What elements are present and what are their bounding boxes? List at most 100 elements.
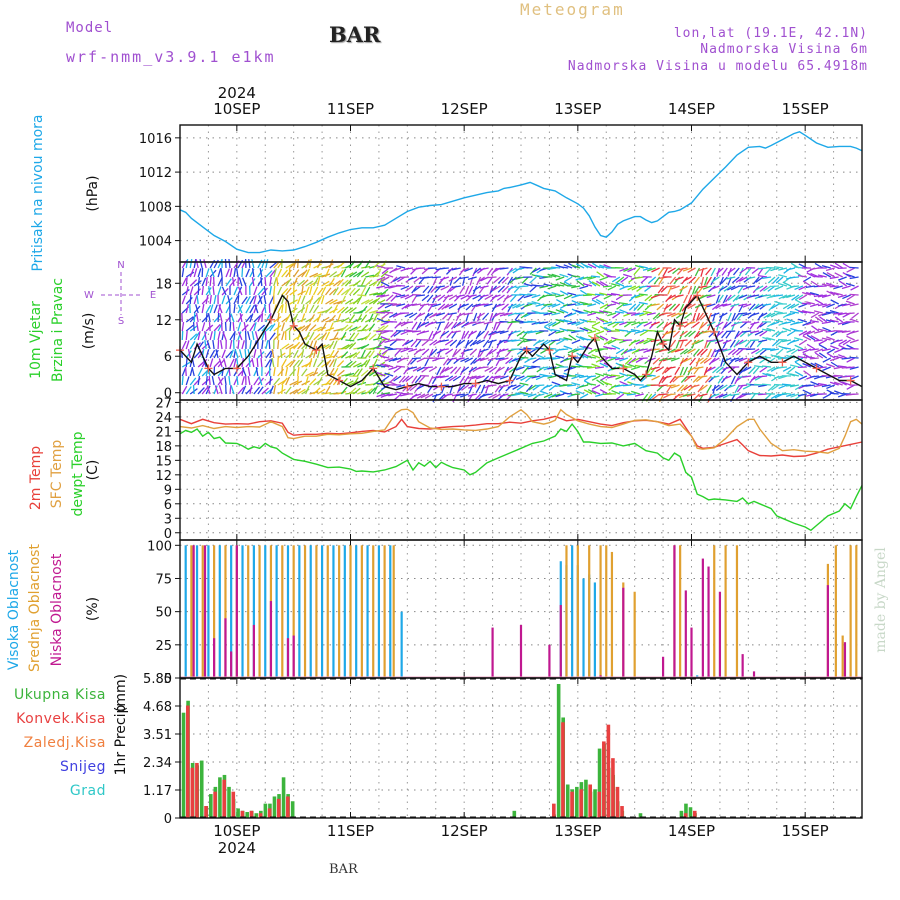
wind-arrow	[689, 294, 696, 303]
bar-clouds-2	[701, 558, 704, 678]
wind-arrow	[798, 339, 808, 346]
wind-arrow	[575, 321, 585, 326]
bar-precip-1	[267, 808, 272, 818]
wind-arrow	[377, 339, 386, 347]
wind-arrow	[712, 366, 720, 374]
wind-arrow	[217, 331, 221, 341]
wind-arrow	[762, 276, 772, 280]
wind-arrow	[591, 321, 601, 327]
wind-arrow	[523, 283, 533, 287]
wind-arrow	[205, 349, 210, 359]
wind-arrow	[340, 324, 349, 332]
wind-arrow	[217, 268, 222, 278]
wind-arrow	[390, 330, 398, 338]
wind-arrow	[548, 384, 557, 391]
wind-arrow	[344, 287, 352, 296]
wind-arrow	[652, 312, 661, 320]
wind-arrow	[217, 312, 220, 323]
wind-arrow	[484, 366, 493, 372]
wind-arrow	[253, 286, 258, 296]
wind-arrow	[376, 325, 385, 332]
wind-arrow	[680, 357, 688, 365]
wind-arrow	[587, 383, 597, 386]
bar-clouds-1	[201, 545, 204, 678]
wind-arrow	[435, 285, 445, 289]
wind-arrow	[189, 377, 197, 386]
wind-arrow	[822, 303, 831, 308]
wind-arrow	[489, 285, 498, 294]
wind-arrow	[329, 271, 338, 278]
wind-arrow	[567, 348, 577, 354]
wind-arrow	[802, 330, 812, 336]
bar-clouds-2	[292, 635, 295, 678]
wind-arrow	[669, 339, 677, 348]
wind-arrow	[742, 366, 752, 372]
wind-arrow	[676, 384, 685, 392]
wind-arrow	[336, 269, 344, 278]
wind-arrow	[209, 294, 212, 305]
wind-arrow	[432, 393, 442, 398]
wind-arrow	[421, 348, 430, 356]
wind-arrow	[416, 348, 426, 353]
wind-arrow	[510, 375, 517, 384]
wind-arrow	[519, 337, 529, 341]
wind-arrow	[551, 291, 561, 296]
wind-arrow	[623, 375, 633, 382]
wind-arrow	[201, 285, 205, 296]
bar-precip-0	[556, 683, 561, 818]
wind-arrow	[475, 375, 485, 380]
wind-arrow	[797, 274, 807, 278]
wind-arrow	[372, 261, 381, 269]
wind-arrow	[185, 330, 188, 341]
wind-arrow	[345, 339, 355, 342]
wind-arrow	[786, 318, 796, 323]
wind-arrow	[285, 269, 292, 278]
wind-arrow	[670, 357, 680, 362]
wind-arrow	[782, 303, 792, 310]
wind-arrow	[715, 366, 724, 374]
wind-arrow	[829, 357, 839, 362]
wind-arrow	[544, 339, 553, 346]
wind-arrow	[257, 386, 264, 395]
wind-arrow	[720, 357, 724, 367]
bar-clouds-0	[264, 545, 267, 678]
wind-arrow	[606, 375, 617, 379]
wind-arrow	[551, 329, 561, 332]
wind-arrow	[781, 346, 792, 350]
wind-arrow	[507, 321, 514, 330]
wind-arrow	[718, 312, 724, 322]
wind-arrow	[328, 340, 335, 350]
bar-precip-0	[263, 803, 268, 818]
wind-arrow	[439, 348, 449, 351]
bar-clouds-0	[400, 611, 403, 678]
wind-arrow	[813, 275, 823, 278]
wind-arrow	[810, 280, 820, 287]
wind-arrow	[460, 267, 470, 273]
wind-arrow	[321, 361, 330, 368]
unit-label-temps: (C)	[85, 460, 101, 481]
wind-arrow	[594, 366, 605, 369]
wind-arrow	[527, 320, 537, 323]
wind-arrow	[603, 373, 613, 377]
wind-arrow	[444, 366, 454, 372]
wind-arrow	[850, 285, 859, 291]
wind-arrow	[674, 276, 684, 281]
wind-arrow	[460, 393, 469, 398]
wind-arrow	[611, 344, 621, 350]
wind-arrow	[754, 365, 764, 368]
wind-arrow	[285, 367, 289, 377]
wind-arrow	[666, 393, 676, 396]
wind-arrow	[826, 348, 836, 354]
wind-arrow	[657, 285, 665, 294]
wind-arrow	[849, 356, 859, 359]
wind-arrow	[771, 339, 780, 347]
wind-arrow	[748, 366, 756, 374]
wind-arrow	[634, 393, 644, 397]
wind-arrow	[229, 331, 236, 341]
bar-precip-1	[222, 779, 226, 818]
bar-precip-0	[593, 789, 597, 818]
wind-arrow	[215, 349, 219, 359]
wind-arrow	[692, 312, 697, 322]
wind-arrow	[657, 267, 665, 276]
